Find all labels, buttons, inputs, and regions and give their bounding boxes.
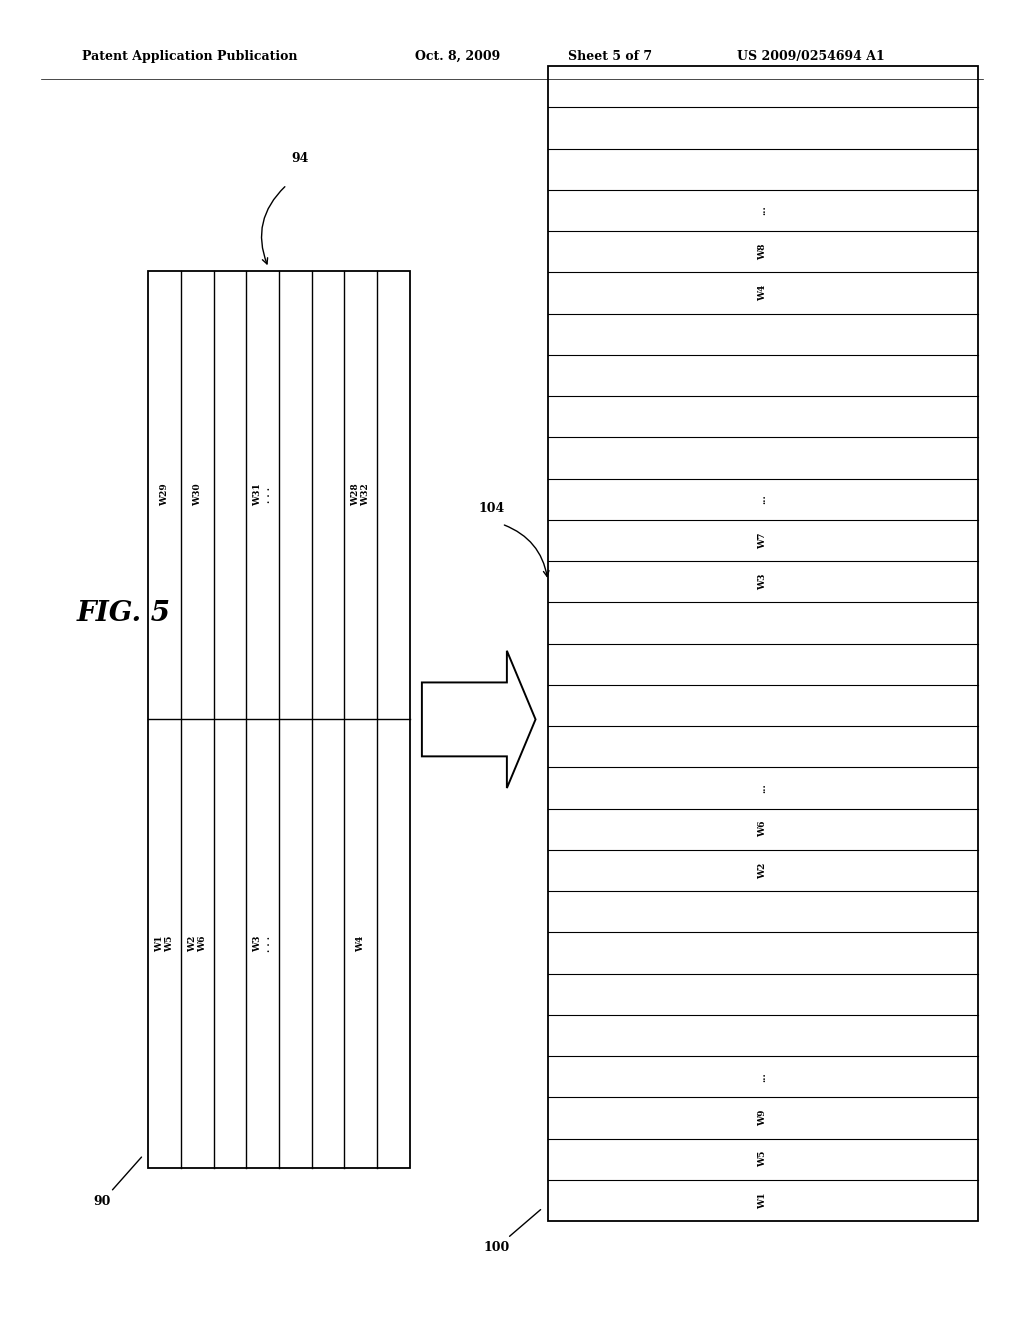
Text: ...: ... [759,494,767,504]
Text: W4: W4 [356,936,366,952]
Text: ...: ... [759,1072,767,1081]
Text: W2
W6: W2 W6 [187,936,207,952]
Text: W2: W2 [759,862,767,879]
Text: W5: W5 [759,1151,767,1167]
Text: W9: W9 [759,1110,767,1126]
Text: ...: ... [759,206,767,215]
Text: Patent Application Publication: Patent Application Publication [82,50,297,63]
Text: W4: W4 [759,285,767,301]
Bar [548,66,978,1221]
Text: 90: 90 [94,1158,141,1208]
Text: 94: 94 [291,152,308,165]
Text: W8: W8 [759,243,767,260]
Text: US 2009/0254694 A1: US 2009/0254694 A1 [737,50,885,63]
Text: W1
W5: W1 W5 [155,936,174,952]
Text: W30: W30 [193,483,202,507]
Text: 100: 100 [483,1209,541,1254]
Text: Oct. 8, 2009: Oct. 8, 2009 [415,50,500,63]
Bar [148,271,410,1168]
Text: W7: W7 [759,532,767,549]
Text: W31
. . .: W31 . . . [253,483,272,507]
Text: 104: 104 [478,502,505,515]
Text: W28
W32: W28 W32 [351,483,371,507]
Text: W29: W29 [161,483,169,507]
Text: W6: W6 [759,821,767,837]
Text: ...: ... [759,783,767,793]
Text: Sheet 5 of 7: Sheet 5 of 7 [568,50,652,63]
Polygon shape [422,651,536,788]
Text: W1: W1 [759,1192,767,1209]
Text: W3: W3 [759,573,767,590]
Text: FIG. 5: FIG. 5 [77,601,171,627]
Text: W3
. . .: W3 . . . [253,936,272,952]
